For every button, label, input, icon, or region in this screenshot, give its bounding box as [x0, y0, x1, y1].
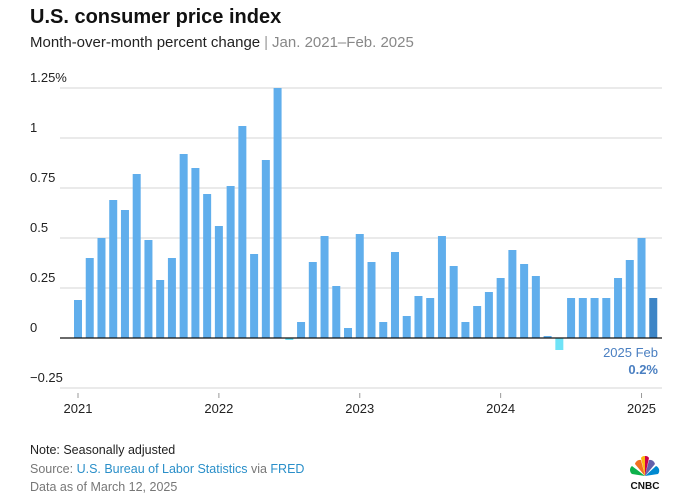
cnbc-logo: CNBC: [630, 455, 660, 492]
chart-subtitle: Month-over-month percent change | Jan. 202…: [30, 34, 414, 51]
bar: [567, 298, 576, 338]
bar: [426, 298, 435, 338]
y-tick-label: 1.25%: [30, 70, 67, 85]
annotation-label: 2025 Feb: [603, 345, 658, 360]
bar: [508, 250, 517, 338]
bar: [179, 154, 188, 338]
bar: [637, 238, 646, 338]
bar: [250, 254, 259, 338]
bar: [414, 296, 423, 338]
y-tick-label: 0.5: [30, 220, 48, 235]
y-tick-label: −0.25: [30, 370, 63, 385]
bar: [156, 280, 165, 338]
source-bls-link[interactable]: U.S. Bureau of Labor Statistics: [76, 462, 248, 476]
bar: [555, 338, 564, 350]
bar: [297, 322, 306, 338]
bar: [344, 328, 353, 338]
chart-title: U.S. consumer price index: [30, 6, 282, 28]
y-tick-label: 0.75: [30, 170, 55, 185]
bar: [461, 322, 470, 338]
bar: [379, 322, 388, 338]
bar: [449, 266, 458, 338]
bar: [85, 258, 94, 338]
footnote: Note: Seasonally adjusted: [30, 443, 176, 457]
y-tick-label: 1: [30, 120, 37, 135]
bar: [320, 236, 329, 338]
bar: [261, 160, 270, 338]
y-tick-label: 0: [30, 320, 37, 335]
bar: [167, 258, 176, 338]
source-prefix: Source:: [30, 462, 77, 476]
bar: [273, 88, 282, 338]
svg-text:CNBC: CNBC: [631, 481, 660, 492]
y-tick-label: 0.25: [30, 270, 55, 285]
bar: [543, 336, 552, 338]
bar: [144, 240, 153, 338]
bar: [602, 298, 611, 338]
bar: [496, 278, 505, 338]
bar: [590, 298, 599, 338]
source-fred-link[interactable]: FRED: [270, 462, 305, 476]
x-tick-label: 2022: [204, 401, 233, 416]
bar: [226, 186, 235, 338]
bar: [437, 236, 446, 338]
x-tick-label: 2024: [486, 401, 515, 416]
bar: [203, 194, 212, 338]
bar: [120, 210, 129, 338]
subtitle-separator: |: [264, 34, 269, 51]
x-tick-label: 2021: [64, 401, 93, 416]
bar: [402, 316, 411, 338]
bar: [484, 292, 493, 338]
bar: [520, 264, 529, 338]
bar: [649, 298, 658, 338]
bar: [191, 168, 200, 338]
x-tick-label: 2023: [345, 401, 374, 416]
bar: [367, 262, 376, 338]
bar: [74, 300, 82, 338]
bar: [109, 200, 118, 338]
bar: [578, 298, 587, 338]
data-as-of: Data as of March 12, 2025: [30, 480, 178, 494]
date-range: Jan. 2021–Feb. 2025: [272, 34, 414, 51]
bar: [97, 238, 106, 338]
bar: [531, 276, 540, 338]
bar: [332, 286, 341, 338]
bar: [214, 226, 223, 338]
bar: [308, 262, 317, 338]
bar: [390, 252, 399, 338]
x-tick-label: 2025: [627, 401, 656, 416]
source-line: Source: U.S. Bureau of Labor Statistics …: [30, 462, 304, 476]
bar: [285, 338, 294, 340]
annotation-value: 0.2%: [628, 362, 658, 377]
subtitle-text: Month-over-month percent change: [30, 34, 261, 51]
source-via: via: [247, 462, 271, 476]
bar: [473, 306, 482, 338]
bar: [132, 174, 141, 338]
bar: [625, 260, 634, 338]
bar: [238, 126, 247, 338]
bar: [355, 234, 364, 338]
bar: [614, 278, 623, 338]
